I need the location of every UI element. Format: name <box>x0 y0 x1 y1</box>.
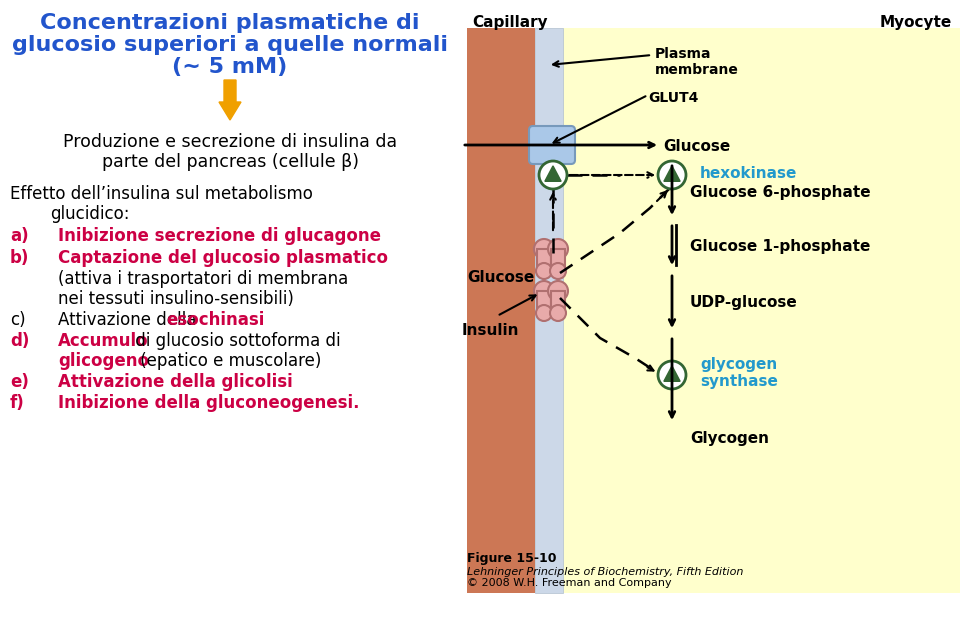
Text: Glucose 6-phosphate: Glucose 6-phosphate <box>690 186 871 201</box>
Circle shape <box>548 239 568 259</box>
Bar <box>551 249 565 271</box>
Text: Glycogen: Glycogen <box>690 430 769 445</box>
Text: glucosio superiori a quelle normali: glucosio superiori a quelle normali <box>12 35 448 55</box>
Text: Inibizione della gluconeogenesi.: Inibizione della gluconeogenesi. <box>58 394 359 412</box>
Text: Produzione e secrezione di insulina da: Produzione e secrezione di insulina da <box>63 133 397 151</box>
Text: Effetto dell’insulina sul metabolismo: Effetto dell’insulina sul metabolismo <box>10 185 313 203</box>
Text: UDP-glucose: UDP-glucose <box>690 295 798 310</box>
Text: Inibizione secrezione di glucagone: Inibizione secrezione di glucagone <box>58 227 381 245</box>
Text: Attivazione della: Attivazione della <box>58 311 202 329</box>
Circle shape <box>539 161 567 189</box>
Text: (attiva i trasportatori di membrana: (attiva i trasportatori di membrana <box>58 270 348 288</box>
Text: glycogen
synthase: glycogen synthase <box>700 357 778 389</box>
Circle shape <box>550 263 566 279</box>
Text: f): f) <box>10 394 25 412</box>
Circle shape <box>536 263 552 279</box>
Polygon shape <box>664 366 680 381</box>
Text: glicogeno: glicogeno <box>58 352 149 370</box>
Bar <box>537 291 551 313</box>
Text: © 2008 W.H. Freeman and Company: © 2008 W.H. Freeman and Company <box>467 578 672 588</box>
Text: GLUT4: GLUT4 <box>648 91 698 105</box>
Text: e): e) <box>10 373 29 391</box>
Circle shape <box>534 239 554 259</box>
Bar <box>563 28 960 593</box>
Text: parte del pancreas (cellule β): parte del pancreas (cellule β) <box>102 153 358 171</box>
Text: Lehninger Principles of Biochemistry, Fifth Edition: Lehninger Principles of Biochemistry, Fi… <box>467 567 743 577</box>
Text: d): d) <box>10 332 30 350</box>
Text: a): a) <box>10 227 29 245</box>
Bar <box>467 28 535 593</box>
Text: Plasma
membrane: Plasma membrane <box>655 47 739 77</box>
Text: (~ 5 mM): (~ 5 mM) <box>173 57 288 77</box>
Text: (epatico e muscolare): (epatico e muscolare) <box>135 352 322 370</box>
Text: Glucose 1-phosphate: Glucose 1-phosphate <box>690 239 871 254</box>
Circle shape <box>548 281 568 301</box>
Text: Figure 15-10: Figure 15-10 <box>467 552 557 565</box>
Text: di glucosio sottoforma di: di glucosio sottoforma di <box>130 332 341 350</box>
Circle shape <box>550 305 566 321</box>
Text: Glucose: Glucose <box>468 270 535 285</box>
Bar <box>551 291 565 313</box>
Text: Glucose: Glucose <box>663 139 731 154</box>
Polygon shape <box>664 166 680 181</box>
Circle shape <box>658 161 686 189</box>
Text: c): c) <box>10 311 26 329</box>
Text: Capillary: Capillary <box>472 15 547 30</box>
Bar <box>535 28 563 593</box>
Text: hexokinase: hexokinase <box>700 166 798 181</box>
Text: Accumulo: Accumulo <box>58 332 149 350</box>
Bar <box>537 249 551 271</box>
Text: glucidico:: glucidico: <box>50 205 130 223</box>
Polygon shape <box>545 166 561 181</box>
Text: esochinasi: esochinasi <box>166 311 264 329</box>
Text: Myocyte: Myocyte <box>879 15 952 30</box>
Text: b): b) <box>10 249 30 267</box>
Circle shape <box>534 281 554 301</box>
FancyArrow shape <box>219 80 241 120</box>
Text: Attivazione della glicolisi: Attivazione della glicolisi <box>58 373 293 391</box>
Text: Captazione del glucosio plasmatico: Captazione del glucosio plasmatico <box>58 249 388 267</box>
Circle shape <box>658 361 686 389</box>
Circle shape <box>536 305 552 321</box>
FancyBboxPatch shape <box>529 126 575 164</box>
Text: nei tessuti insulino-sensibili): nei tessuti insulino-sensibili) <box>58 290 294 308</box>
Text: Insulin: Insulin <box>461 323 518 338</box>
Text: Concentrazioni plasmatiche di: Concentrazioni plasmatiche di <box>40 13 420 33</box>
